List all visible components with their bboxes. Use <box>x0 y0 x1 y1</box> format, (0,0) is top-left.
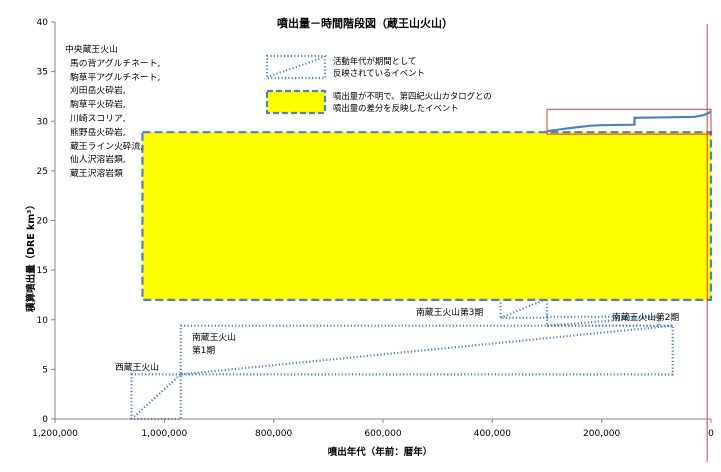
south-zao-3-label: 南蔵王火山第3期 <box>416 306 483 318</box>
central-zao-list: 中央蔵王火山 馬の背アグルチネート, 駒草平アグルチネート, 刈田岳火砕岩, 駒… <box>65 43 160 179</box>
central-zao-title: 中央蔵王火山 <box>65 43 118 55</box>
central-zao-item: 蔵王沢溶岩類 <box>70 167 123 179</box>
x-tick-label: 200,000 <box>583 429 620 439</box>
west-zao-label: 西蔵王火山 <box>115 361 159 373</box>
event-diagonal-south-zao-3 <box>500 297 548 319</box>
legend-dotted-box-label-line1: 活動年代が期間として <box>333 56 417 66</box>
central-zao-item: 刈田岳火砕岩, <box>70 84 126 96</box>
y-tick-label: 40 <box>37 18 49 28</box>
legend-dotted-diagonal <box>269 56 323 78</box>
event-box-south-zao-3 <box>499 297 549 319</box>
south-zao-1-label-line1: 南蔵王火山 <box>192 331 236 343</box>
south-zao-2-label: 南蔵王火山第2期 <box>612 311 679 323</box>
x-tick-label: 600,000 <box>364 429 401 439</box>
legend-yellow-box-label-line2: 噴出量の差分を反映したイベント <box>333 103 459 113</box>
central-zao-item: 馬の背アグルチネート, <box>70 57 160 69</box>
x-axis-title: 噴出年代（年前：暦年） <box>328 446 433 458</box>
event-diagonal-west-zao <box>130 373 182 420</box>
event-box-yellow-gap <box>141 131 713 301</box>
event-diagonal-south-zao-1 <box>180 324 673 376</box>
central-zao-item: 蔵王ライン火砕流, <box>70 140 143 152</box>
y-tick-label: 20 <box>37 217 49 227</box>
event-box-south-zao-2 <box>545 315 661 327</box>
central-zao-item: 仙人沢溶岩類, <box>70 153 126 165</box>
legend-yellow-box-symbol <box>265 89 327 115</box>
x-tick-label: 400,000 <box>474 429 511 439</box>
chart-title: 噴出量－時間階段図（蔵王山火山） <box>277 16 453 30</box>
central-zao-item: 川崎スコリア, <box>70 112 126 124</box>
y-tick-label: 35 <box>37 68 48 78</box>
y-tick-label: 30 <box>37 117 49 127</box>
y-tick-label: 0 <box>42 415 48 425</box>
event-box-south-zao-1 <box>179 324 674 376</box>
plot-area: 0 5 10 15 20 25 30 35 40 1,200,000 1,000,000 800,00… <box>32 18 714 462</box>
x-tick-label: 1,200,000 <box>32 429 78 439</box>
central-zao-item: 駒草平火砕岩, <box>70 98 126 110</box>
highlight-box <box>546 108 712 135</box>
legend: 活動年代が期間として 反映されているイベント 噴出量が不明で、第四紀火山カタログ… <box>265 54 492 115</box>
series-line-0 <box>546 110 712 133</box>
legend-dotted-box-label-line2: 反映されているイベント <box>333 68 425 78</box>
central-zao-item: 熊野岳火砕岩, <box>70 126 126 138</box>
event-box-west-zao <box>130 373 182 421</box>
central-zao-item: 駒草平アグルチネート, <box>70 71 160 83</box>
x-tick-label: 1,000,000 <box>141 429 187 439</box>
y-tick-label: 15 <box>37 266 48 276</box>
south-zao-1-label-line2: 第1期 <box>192 344 215 356</box>
y-axis-title: 積算噴出量（DRE km³） <box>25 200 37 313</box>
x-tick-label: 0 <box>708 429 714 439</box>
legend-dotted-box-symbol <box>265 54 327 80</box>
y-tick-label: 25 <box>37 167 48 177</box>
legend-yellow-box-label-line1: 噴出量が不明で、第四紀火山カタログとの <box>333 91 492 101</box>
y-tick-label: 5 <box>42 365 48 375</box>
x-tick-label: 800,000 <box>255 429 292 439</box>
y-tick-label: 10 <box>37 316 49 326</box>
